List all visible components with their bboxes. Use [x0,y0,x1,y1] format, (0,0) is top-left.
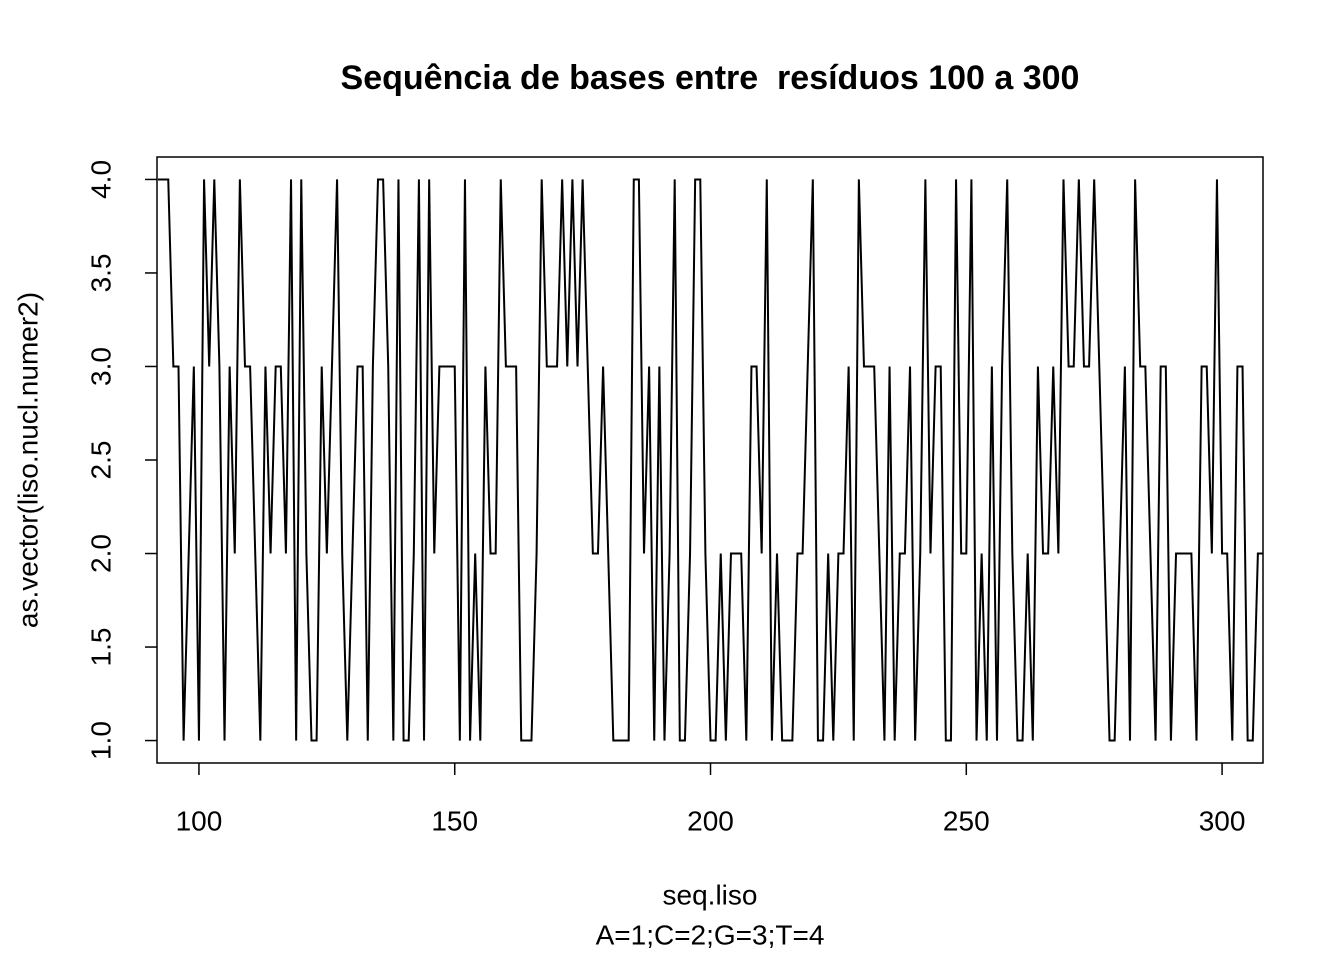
y-tick-label: 3.0 [85,347,116,386]
x-tick-label: 200 [687,805,734,836]
x-tick-label: 100 [176,805,223,836]
subtitle: A=1;C=2;G=3;T=4 [596,919,825,950]
y-tick-label: 2.0 [85,534,116,573]
data-line [158,178,1263,742]
x-tick-label: 300 [1199,805,1246,836]
y-tick-label: 1.5 [85,628,116,667]
y-tick-label: 4.0 [85,160,116,199]
y-tick-label: 3.5 [85,253,116,292]
x-axis-label: seq.liso [663,879,758,910]
y-axis-label: as.vector(liso.nucl.numer2) [12,292,43,628]
x-tick-label: 150 [431,805,478,836]
chart-title: Sequência de bases entre resíduos 100 a … [341,59,1080,97]
y-tick-label: 1.0 [85,721,116,760]
x-tick-label: 250 [943,805,990,836]
y-tick-label: 2.5 [85,441,116,480]
plot-frame [156,156,1264,764]
